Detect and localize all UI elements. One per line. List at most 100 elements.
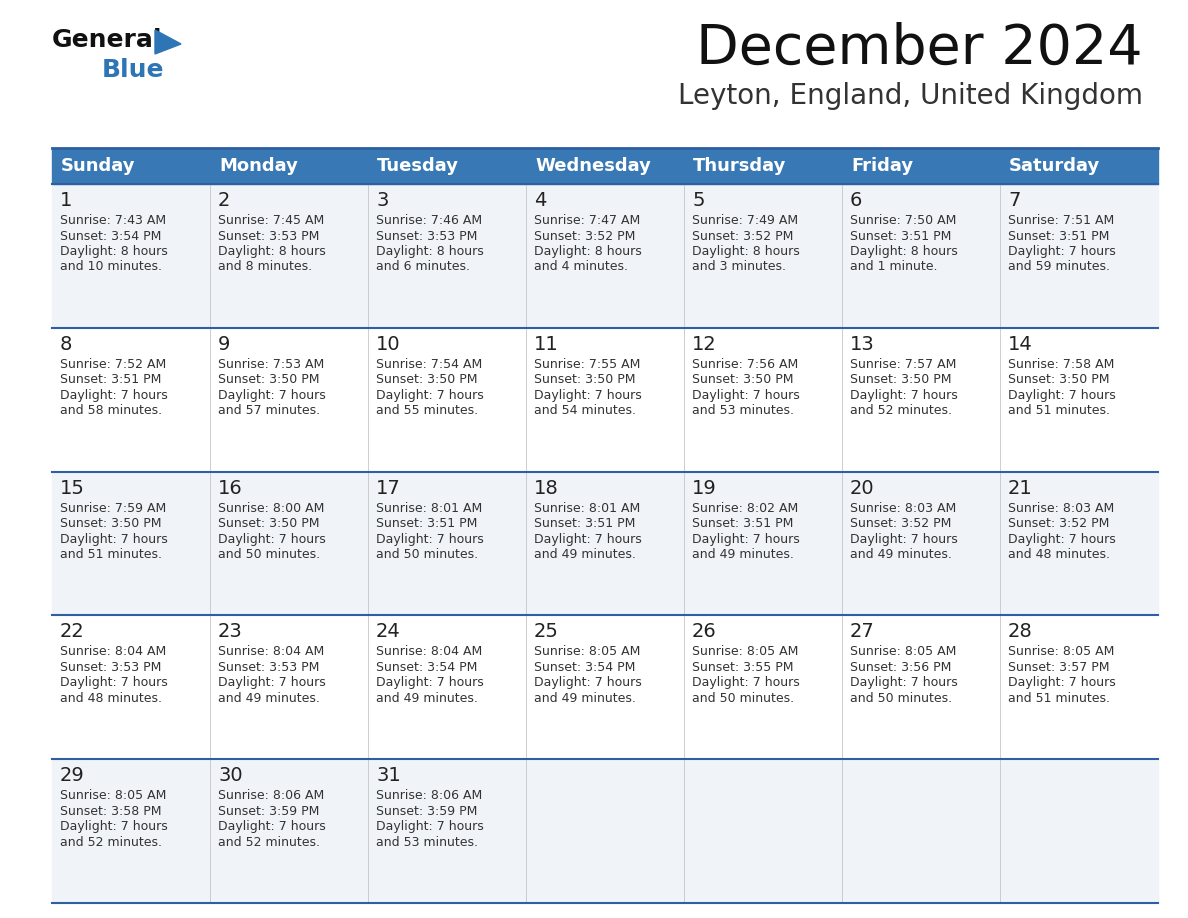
Text: Sunset: 3:51 PM: Sunset: 3:51 PM [849,230,952,242]
Text: Sunset: 3:53 PM: Sunset: 3:53 PM [219,661,320,674]
Text: 14: 14 [1007,335,1032,353]
Text: Sunset: 3:59 PM: Sunset: 3:59 PM [375,805,478,818]
Text: 31: 31 [375,767,400,785]
Text: Sunrise: 7:51 AM: Sunrise: 7:51 AM [1007,214,1114,227]
Text: Sunset: 3:55 PM: Sunset: 3:55 PM [691,661,794,674]
Text: and 52 minutes.: and 52 minutes. [219,835,320,849]
Text: Sunrise: 7:59 AM: Sunrise: 7:59 AM [61,501,166,515]
Bar [52,184,1158,328]
Text: Monday: Monday [219,157,298,175]
Text: 25: 25 [533,622,558,642]
Text: Sunrise: 8:00 AM: Sunrise: 8:00 AM [219,501,324,515]
Text: Sunrise: 7:46 AM: Sunrise: 7:46 AM [375,214,482,227]
Text: Daylight: 8 hours: Daylight: 8 hours [691,245,800,258]
Text: Daylight: 7 hours: Daylight: 7 hours [375,677,484,689]
Text: Sunset: 3:51 PM: Sunset: 3:51 PM [1007,230,1110,242]
Text: Sunrise: 7:57 AM: Sunrise: 7:57 AM [849,358,956,371]
Text: Sunset: 3:50 PM: Sunset: 3:50 PM [219,517,320,530]
Text: Sunset: 3:51 PM: Sunset: 3:51 PM [61,374,162,386]
Text: Daylight: 7 hours: Daylight: 7 hours [61,677,168,689]
Text: Sunrise: 8:05 AM: Sunrise: 8:05 AM [691,645,798,658]
Text: Sunrise: 8:02 AM: Sunrise: 8:02 AM [691,501,798,515]
Bar [52,759,1158,903]
Text: Sunrise: 7:53 AM: Sunrise: 7:53 AM [219,358,324,371]
Text: Sunset: 3:53 PM: Sunset: 3:53 PM [61,661,162,674]
Text: 6: 6 [849,191,862,210]
Text: Sunset: 3:50 PM: Sunset: 3:50 PM [849,374,952,386]
Text: 19: 19 [691,478,716,498]
Text: Daylight: 8 hours: Daylight: 8 hours [219,245,326,258]
Text: Daylight: 7 hours: Daylight: 7 hours [1007,389,1116,402]
Text: 12: 12 [691,335,716,353]
Text: 26: 26 [691,622,716,642]
Text: 9: 9 [219,335,230,353]
Text: and 49 minutes.: and 49 minutes. [533,548,636,561]
Bar [52,328,1158,472]
Text: and 50 minutes.: and 50 minutes. [691,692,794,705]
Text: 21: 21 [1007,478,1032,498]
Text: Sunday: Sunday [61,157,135,175]
Text: Daylight: 7 hours: Daylight: 7 hours [375,820,484,834]
Text: Sunset: 3:50 PM: Sunset: 3:50 PM [219,374,320,386]
Text: Daylight: 7 hours: Daylight: 7 hours [219,532,326,545]
Text: Sunrise: 8:06 AM: Sunrise: 8:06 AM [375,789,482,802]
Text: Daylight: 7 hours: Daylight: 7 hours [61,820,168,834]
Bar [52,615,1158,759]
Text: Daylight: 7 hours: Daylight: 7 hours [533,532,642,545]
Text: General: General [52,28,163,52]
Text: 8: 8 [61,335,72,353]
Text: Sunrise: 7:56 AM: Sunrise: 7:56 AM [691,358,798,371]
Text: Daylight: 8 hours: Daylight: 8 hours [61,245,168,258]
Text: and 49 minutes.: and 49 minutes. [691,548,794,561]
Text: 7: 7 [1007,191,1020,210]
Text: Daylight: 7 hours: Daylight: 7 hours [691,389,800,402]
Text: Sunset: 3:51 PM: Sunset: 3:51 PM [375,517,478,530]
Text: Sunrise: 8:06 AM: Sunrise: 8:06 AM [219,789,324,802]
Text: Sunrise: 7:50 AM: Sunrise: 7:50 AM [849,214,956,227]
Text: Sunrise: 8:01 AM: Sunrise: 8:01 AM [533,501,640,515]
Text: Sunrise: 8:04 AM: Sunrise: 8:04 AM [61,645,166,658]
Text: and 51 minutes.: and 51 minutes. [1007,404,1110,418]
Text: Daylight: 7 hours: Daylight: 7 hours [533,389,642,402]
Text: and 48 minutes.: and 48 minutes. [61,692,162,705]
Text: Daylight: 7 hours: Daylight: 7 hours [1007,677,1116,689]
Text: Daylight: 7 hours: Daylight: 7 hours [849,389,958,402]
Text: Sunset: 3:59 PM: Sunset: 3:59 PM [219,805,320,818]
Text: Sunset: 3:54 PM: Sunset: 3:54 PM [375,661,478,674]
Text: Sunset: 3:56 PM: Sunset: 3:56 PM [849,661,952,674]
Text: and 51 minutes.: and 51 minutes. [61,548,162,561]
Text: Sunrise: 8:05 AM: Sunrise: 8:05 AM [1007,645,1114,658]
Text: Leyton, England, United Kingdom: Leyton, England, United Kingdom [678,82,1143,110]
Text: 28: 28 [1007,622,1032,642]
Text: and 49 minutes.: and 49 minutes. [219,692,320,705]
Text: 11: 11 [533,335,558,353]
Text: December 2024: December 2024 [696,22,1143,76]
Text: Sunset: 3:52 PM: Sunset: 3:52 PM [533,230,636,242]
Text: Daylight: 7 hours: Daylight: 7 hours [61,532,168,545]
Text: and 50 minutes.: and 50 minutes. [849,692,952,705]
Text: 16: 16 [219,478,242,498]
Text: Friday: Friday [851,157,914,175]
Text: Daylight: 7 hours: Daylight: 7 hours [1007,532,1116,545]
Text: Sunrise: 7:58 AM: Sunrise: 7:58 AM [1007,358,1114,371]
Text: Sunset: 3:52 PM: Sunset: 3:52 PM [691,230,794,242]
Text: Sunrise: 8:05 AM: Sunrise: 8:05 AM [849,645,956,658]
Text: and 54 minutes.: and 54 minutes. [533,404,636,418]
Text: 29: 29 [61,767,84,785]
Text: Sunset: 3:57 PM: Sunset: 3:57 PM [1007,661,1110,674]
Text: Sunrise: 8:01 AM: Sunrise: 8:01 AM [375,501,482,515]
Text: Saturday: Saturday [1009,157,1100,175]
Text: Sunset: 3:53 PM: Sunset: 3:53 PM [375,230,478,242]
Text: Sunrise: 7:54 AM: Sunrise: 7:54 AM [375,358,482,371]
Text: Daylight: 7 hours: Daylight: 7 hours [375,532,484,545]
Text: and 4 minutes.: and 4 minutes. [533,261,628,274]
Text: Blue: Blue [102,58,164,82]
Text: 22: 22 [61,622,84,642]
Text: Sunset: 3:50 PM: Sunset: 3:50 PM [375,374,478,386]
Text: 20: 20 [849,478,874,498]
Bar [52,148,1158,184]
Text: Sunrise: 7:55 AM: Sunrise: 7:55 AM [533,358,640,371]
Text: Sunset: 3:51 PM: Sunset: 3:51 PM [533,517,636,530]
Text: Daylight: 7 hours: Daylight: 7 hours [219,389,326,402]
Text: Daylight: 8 hours: Daylight: 8 hours [375,245,484,258]
